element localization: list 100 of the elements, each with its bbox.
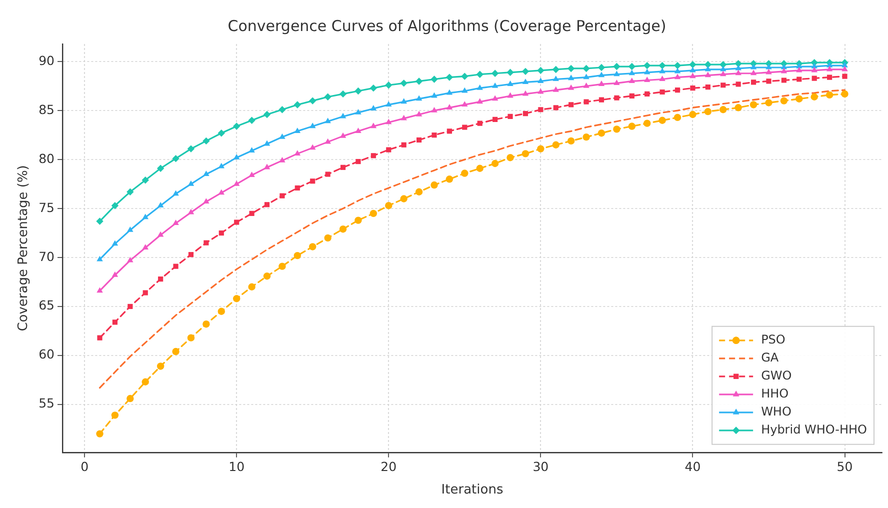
point	[644, 120, 651, 127]
point	[735, 70, 742, 76]
point	[796, 62, 802, 68]
point	[780, 68, 788, 74]
point	[780, 64, 788, 70]
point	[232, 295, 240, 302]
point	[659, 68, 666, 74]
point	[156, 362, 164, 370]
point	[430, 181, 438, 189]
point	[553, 105, 558, 110]
point	[491, 70, 499, 77]
point	[324, 138, 331, 144]
point	[127, 226, 134, 232]
point	[142, 244, 148, 250]
point	[614, 80, 620, 85]
point	[142, 176, 149, 184]
point	[507, 92, 514, 98]
point	[172, 220, 179, 226]
point	[142, 214, 148, 220]
point	[552, 76, 559, 82]
point	[841, 90, 848, 98]
point	[582, 64, 590, 72]
point	[750, 70, 757, 76]
point	[614, 70, 620, 76]
point	[218, 162, 225, 168]
point	[188, 208, 194, 214]
point	[613, 126, 620, 133]
point	[385, 82, 392, 89]
point	[598, 130, 606, 137]
x-tick-label: 40	[684, 459, 701, 474]
point	[278, 106, 286, 114]
point	[704, 72, 712, 78]
point	[598, 64, 606, 72]
y-tick-label: 90	[38, 52, 55, 68]
point	[538, 88, 544, 94]
point	[462, 87, 468, 93]
point	[416, 110, 422, 116]
point	[446, 128, 452, 134]
point	[294, 101, 302, 108]
point	[644, 76, 650, 82]
point	[705, 84, 710, 90]
point	[826, 66, 833, 72]
point	[476, 70, 484, 78]
point	[446, 74, 454, 81]
point	[340, 112, 346, 118]
point	[279, 133, 286, 139]
point	[264, 202, 270, 208]
point	[111, 412, 119, 419]
point	[476, 98, 483, 104]
point	[96, 256, 103, 262]
point	[218, 308, 225, 315]
point	[522, 68, 530, 76]
point	[112, 272, 118, 277]
point	[370, 105, 377, 110]
point	[355, 108, 362, 114]
point	[644, 62, 651, 70]
point	[780, 97, 788, 104]
point	[781, 78, 786, 83]
point	[370, 153, 376, 158]
point	[233, 154, 240, 160]
point	[477, 120, 482, 126]
point	[750, 80, 756, 85]
point	[567, 64, 575, 72]
point	[598, 72, 605, 78]
point	[446, 104, 453, 110]
point	[355, 128, 362, 133]
point	[522, 110, 528, 116]
point	[415, 188, 423, 196]
point	[172, 154, 180, 162]
x-tick-label: 10	[228, 459, 245, 474]
y-tick-label: 60	[38, 346, 55, 362]
y-tick-label: 65	[38, 298, 55, 313]
point	[112, 320, 118, 325]
point	[234, 220, 240, 225]
x-tick-label: 50	[836, 459, 853, 474]
point	[583, 74, 590, 80]
point	[187, 334, 195, 342]
point	[127, 256, 134, 262]
point	[278, 262, 286, 270]
point	[614, 95, 620, 100]
point	[400, 98, 407, 104]
point	[658, 116, 666, 124]
point	[310, 178, 316, 184]
point	[309, 122, 316, 128]
point	[658, 62, 666, 70]
point	[583, 82, 590, 88]
y-tick-label: 75	[38, 200, 55, 215]
point	[370, 210, 378, 218]
y-tick-label: 70	[38, 248, 55, 264]
point	[232, 122, 240, 130]
point	[218, 230, 224, 236]
x-tick-label: 20	[380, 459, 397, 474]
point	[506, 154, 514, 162]
point	[842, 62, 848, 68]
point	[264, 164, 270, 170]
point	[812, 76, 817, 81]
point	[157, 231, 164, 237]
point	[173, 264, 178, 269]
point	[492, 82, 498, 88]
point	[567, 137, 575, 145]
